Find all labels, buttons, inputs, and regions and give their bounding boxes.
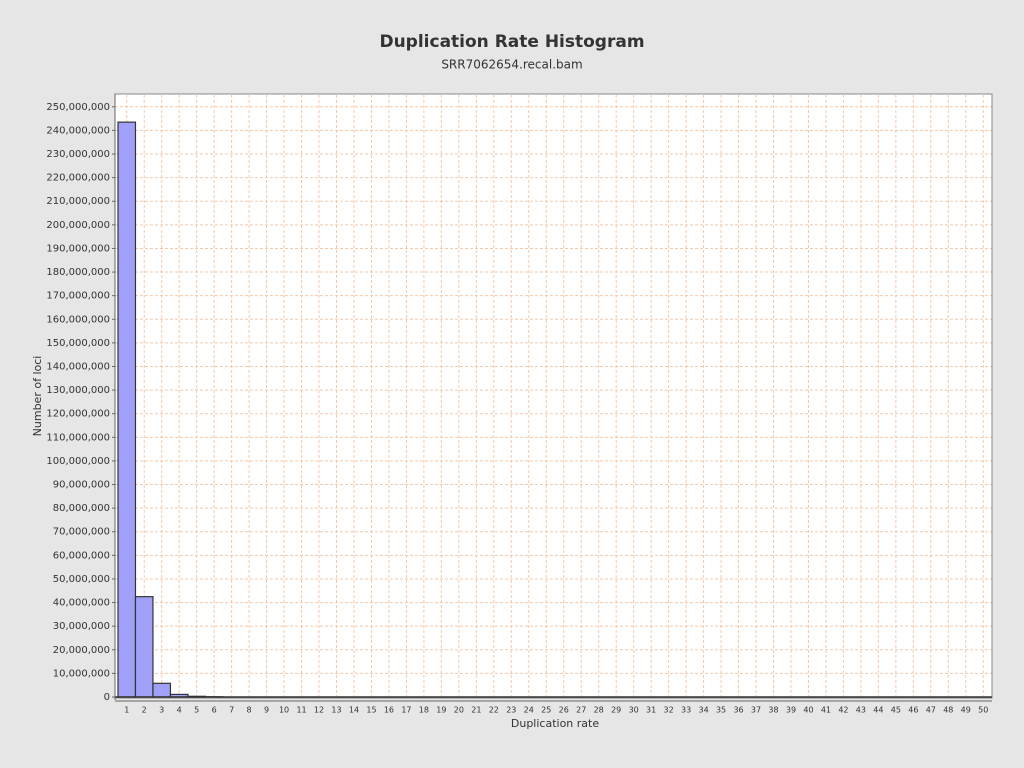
y-tick-label: 160,000,000: [46, 314, 110, 325]
x-tick-label: 36: [733, 706, 743, 715]
y-tick-label: 130,000,000: [46, 385, 110, 396]
x-tick-label: 26: [559, 706, 569, 715]
x-tick-label: 3: [159, 706, 164, 715]
x-tick-label: 38: [768, 706, 778, 715]
y-tick-label: 110,000,000: [46, 432, 110, 443]
x-tick-label: 14: [349, 706, 359, 715]
y-tick-label: 20,000,000: [53, 645, 110, 656]
x-tick-label: 47: [926, 706, 936, 715]
y-tick-label: 10,000,000: [53, 668, 110, 679]
plot-area: [115, 94, 992, 698]
x-tick-label: 23: [506, 706, 516, 715]
x-tick-label: 50: [978, 706, 988, 715]
y-tick-label: 50,000,000: [53, 574, 110, 585]
x-tick-label: 13: [331, 706, 341, 715]
y-tick-label: 180,000,000: [46, 267, 110, 278]
x-tick-label: 22: [489, 706, 499, 715]
x-tick-label: 10: [279, 706, 289, 715]
x-tick-label: 5: [194, 706, 199, 715]
x-axis-label: Duplication rate: [511, 717, 599, 730]
y-tick-label: 40,000,000: [53, 598, 110, 609]
x-tick-label: 8: [247, 706, 252, 715]
x-tick-label: 49: [961, 706, 971, 715]
x-tick-label: 18: [419, 706, 429, 715]
x-tick-label: 12: [314, 706, 324, 715]
x-tick-label: 16: [384, 706, 394, 715]
chart-title: Duplication Rate Histogram: [379, 32, 644, 52]
x-tick-label: 35: [716, 706, 726, 715]
x-tick-label: 43: [856, 706, 866, 715]
y-tick-label: 220,000,000: [46, 173, 110, 184]
x-tick-label: 46: [908, 706, 918, 715]
y-tick-label: 60,000,000: [53, 550, 110, 561]
x-tick-label: 30: [629, 706, 639, 715]
x-tick-label: 48: [943, 706, 953, 715]
x-tick-label: 28: [594, 706, 604, 715]
x-tick-label: 25: [541, 706, 551, 715]
x-tick-label: 21: [471, 706, 481, 715]
x-tick-label: 39: [786, 706, 796, 715]
x-tick-label: 27: [576, 706, 586, 715]
y-tick-label: 170,000,000: [46, 291, 110, 302]
x-tick-label: 2: [142, 706, 147, 715]
x-tick-label: 19: [436, 706, 446, 715]
x-tick-label: 33: [681, 706, 691, 715]
x-tick-label: 6: [212, 706, 217, 715]
x-tick-label: 17: [401, 706, 411, 715]
y-tick-label: 70,000,000: [53, 527, 110, 538]
y-tick-label: 150,000,000: [46, 338, 110, 349]
y-tick-label: 120,000,000: [46, 409, 110, 420]
x-tick-label: 40: [803, 706, 813, 715]
bar: [152, 682, 172, 698]
x-tick-label: 9: [264, 706, 269, 715]
x-tick-label: 29: [611, 706, 621, 715]
x-tick-label: 4: [177, 706, 182, 715]
x-tick-label: 15: [366, 706, 376, 715]
x-tick-label: 1: [124, 706, 129, 715]
y-tick-label: 190,000,000: [46, 243, 110, 254]
chart-subtitle: SRR7062654.recal.bam: [441, 58, 582, 72]
x-tick-label: 44: [873, 706, 883, 715]
x-tick-label: 42: [838, 706, 848, 715]
y-axis-label: Number of loci: [31, 356, 44, 437]
y-tick-label: 210,000,000: [46, 196, 110, 207]
x-tick-label: 24: [524, 706, 534, 715]
y-tick-label: 30,000,000: [53, 621, 110, 632]
y-tick-label: 250,000,000: [46, 102, 110, 113]
x-tick-label: 11: [296, 706, 306, 715]
x-tick-label: 41: [821, 706, 831, 715]
x-tick-label: 7: [229, 706, 234, 715]
bar: [134, 596, 154, 698]
x-tick-label: 32: [664, 706, 674, 715]
y-tick-label: 90,000,000: [53, 480, 110, 491]
x-tick-label: 37: [751, 706, 761, 715]
y-tick-label: 80,000,000: [53, 503, 110, 514]
y-tick-label: 140,000,000: [46, 361, 110, 372]
x-tick-label: 31: [646, 706, 656, 715]
bar: [117, 121, 137, 698]
y-tick-label: 100,000,000: [46, 456, 110, 467]
x-tick-label: 34: [698, 706, 708, 715]
y-tick-label: 240,000,000: [46, 125, 110, 136]
y-tick-label: 200,000,000: [46, 220, 110, 231]
y-tick-label: 0: [104, 692, 110, 703]
x-tick-label: 20: [454, 706, 464, 715]
y-tick-label: 230,000,000: [46, 149, 110, 160]
x-tick-label: 45: [891, 706, 901, 715]
